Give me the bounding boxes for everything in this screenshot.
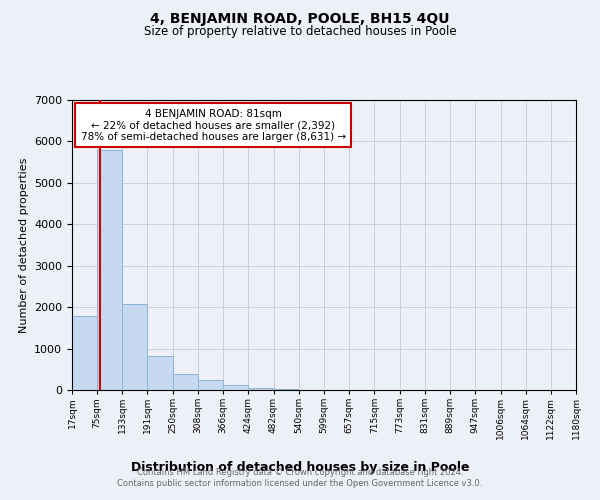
Bar <box>72 316 97 390</box>
Bar <box>274 389 299 390</box>
Text: Size of property relative to detached houses in Poole: Size of property relative to detached ho… <box>143 25 457 38</box>
Text: Contains HM Land Registry data © Crown copyright and database right 2024.
Contai: Contains HM Land Registry data © Crown c… <box>118 468 482 487</box>
Bar <box>122 304 148 390</box>
Bar <box>97 150 122 390</box>
Text: Distribution of detached houses by size in Poole: Distribution of detached houses by size … <box>131 461 469 474</box>
Bar <box>173 374 198 390</box>
Y-axis label: Number of detached properties: Number of detached properties <box>19 158 29 332</box>
Bar <box>223 386 248 390</box>
Bar <box>148 356 173 390</box>
Text: 4 BENJAMIN ROAD: 81sqm
← 22% of detached houses are smaller (2,392)
78% of semi-: 4 BENJAMIN ROAD: 81sqm ← 22% of detached… <box>80 108 346 142</box>
Bar <box>198 380 223 390</box>
Bar <box>248 388 274 390</box>
Text: 4, BENJAMIN ROAD, POOLE, BH15 4QU: 4, BENJAMIN ROAD, POOLE, BH15 4QU <box>150 12 450 26</box>
